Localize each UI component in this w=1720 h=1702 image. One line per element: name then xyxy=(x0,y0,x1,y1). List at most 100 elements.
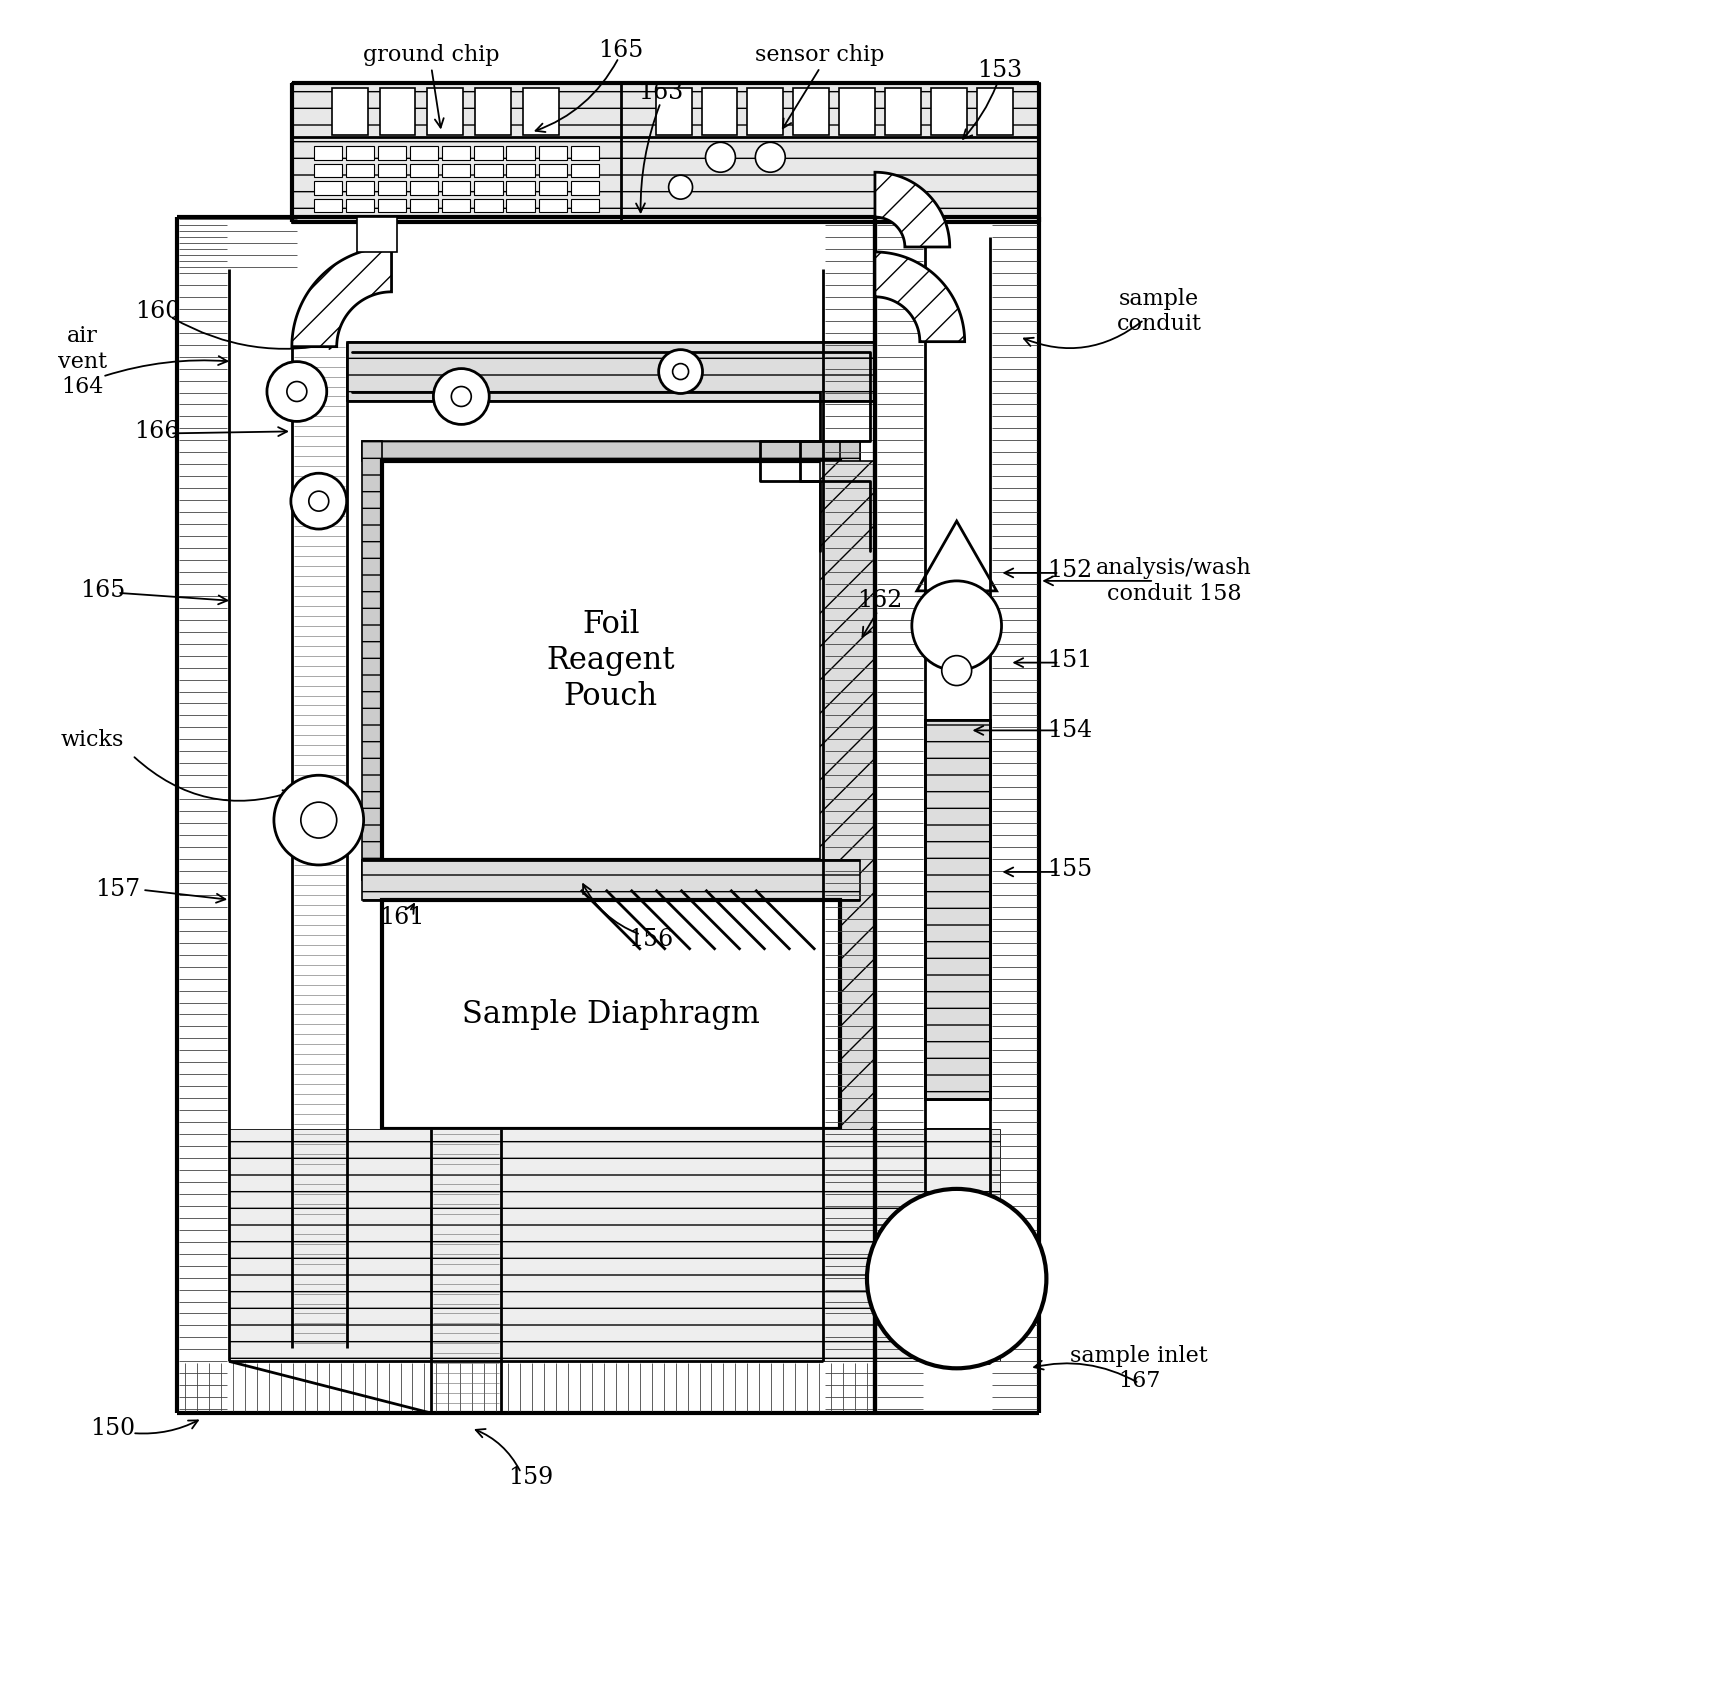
Bar xyxy=(382,900,839,1128)
Bar xyxy=(925,1128,989,1329)
Bar xyxy=(346,199,373,213)
Circle shape xyxy=(267,361,327,422)
Text: 153: 153 xyxy=(977,60,1022,82)
Bar xyxy=(793,87,829,136)
Text: ground chip: ground chip xyxy=(363,44,499,66)
Bar xyxy=(409,180,439,194)
Circle shape xyxy=(433,369,488,424)
Bar xyxy=(442,163,470,177)
Bar xyxy=(378,163,406,177)
Text: air
vent
164: air vent 164 xyxy=(58,325,107,398)
Bar xyxy=(313,199,342,213)
Bar xyxy=(884,87,920,136)
Text: sample inlet
167: sample inlet 167 xyxy=(1070,1345,1207,1392)
Bar xyxy=(538,163,566,177)
Text: 155: 155 xyxy=(1047,858,1092,882)
Bar xyxy=(523,87,559,136)
Text: wicks: wicks xyxy=(60,730,124,751)
Circle shape xyxy=(705,143,736,172)
Circle shape xyxy=(867,1190,1046,1368)
Bar xyxy=(378,146,406,160)
Polygon shape xyxy=(875,252,965,342)
Text: sensor chip: sensor chip xyxy=(755,44,884,66)
Circle shape xyxy=(673,364,688,380)
Bar xyxy=(361,441,860,461)
Bar xyxy=(506,180,535,194)
Text: sample
conduit: sample conduit xyxy=(1116,288,1202,335)
Bar xyxy=(361,860,860,900)
Bar xyxy=(409,146,439,160)
Circle shape xyxy=(659,349,702,393)
Bar xyxy=(427,87,463,136)
Bar xyxy=(655,87,691,136)
Bar xyxy=(925,720,989,1099)
Bar xyxy=(475,199,502,213)
Circle shape xyxy=(301,802,337,837)
Bar xyxy=(313,180,342,194)
Bar xyxy=(538,180,566,194)
Bar xyxy=(839,87,875,136)
Bar xyxy=(409,199,439,213)
Bar xyxy=(346,180,373,194)
Text: 152: 152 xyxy=(1047,560,1092,582)
Circle shape xyxy=(912,580,1001,671)
Bar xyxy=(346,163,373,177)
Bar xyxy=(702,87,738,136)
Bar xyxy=(380,87,416,136)
Bar xyxy=(748,87,783,136)
Text: 165: 165 xyxy=(79,579,126,603)
Bar xyxy=(347,342,875,402)
Bar xyxy=(571,180,599,194)
Text: 154: 154 xyxy=(1047,718,1092,742)
Bar xyxy=(977,87,1013,136)
Bar xyxy=(839,441,860,880)
Bar xyxy=(571,163,599,177)
Text: 156: 156 xyxy=(628,928,673,951)
Bar xyxy=(361,441,382,880)
Bar xyxy=(475,180,502,194)
Text: 162: 162 xyxy=(857,589,903,613)
Bar xyxy=(361,860,860,880)
Bar xyxy=(442,146,470,160)
Bar xyxy=(820,461,875,1348)
Circle shape xyxy=(451,386,471,407)
Bar xyxy=(571,199,599,213)
Bar xyxy=(346,146,373,160)
Text: 166: 166 xyxy=(134,420,181,443)
Bar xyxy=(571,146,599,160)
Text: 151: 151 xyxy=(1047,648,1092,672)
Bar xyxy=(925,1128,989,1329)
Circle shape xyxy=(669,175,693,199)
Circle shape xyxy=(310,492,329,511)
Polygon shape xyxy=(292,247,392,347)
Text: Sample Diaphragm: Sample Diaphragm xyxy=(463,999,760,1030)
Text: analysis/wash
conduit 158: analysis/wash conduit 158 xyxy=(1096,557,1252,604)
Bar xyxy=(475,146,502,160)
Text: 161: 161 xyxy=(378,905,425,929)
Circle shape xyxy=(755,143,786,172)
Bar xyxy=(475,163,502,177)
Bar xyxy=(332,87,368,136)
Text: 150: 150 xyxy=(89,1416,134,1440)
Bar xyxy=(538,199,566,213)
Bar xyxy=(442,180,470,194)
Circle shape xyxy=(291,473,347,529)
Text: 160: 160 xyxy=(134,300,181,323)
Bar xyxy=(313,146,342,160)
Bar xyxy=(475,87,511,136)
Text: Foil
Reagent
Pouch: Foil Reagent Pouch xyxy=(547,609,674,711)
Bar xyxy=(409,163,439,177)
Bar xyxy=(313,163,342,177)
Polygon shape xyxy=(875,172,949,247)
Bar xyxy=(442,199,470,213)
Bar xyxy=(925,720,989,1099)
Circle shape xyxy=(273,774,363,865)
Bar xyxy=(506,199,535,213)
Bar xyxy=(378,180,406,194)
Text: 159: 159 xyxy=(509,1467,554,1489)
Text: 163: 163 xyxy=(638,82,683,104)
Bar xyxy=(229,1128,999,1362)
Bar xyxy=(292,82,1039,221)
Bar xyxy=(506,146,535,160)
Bar xyxy=(356,218,397,252)
